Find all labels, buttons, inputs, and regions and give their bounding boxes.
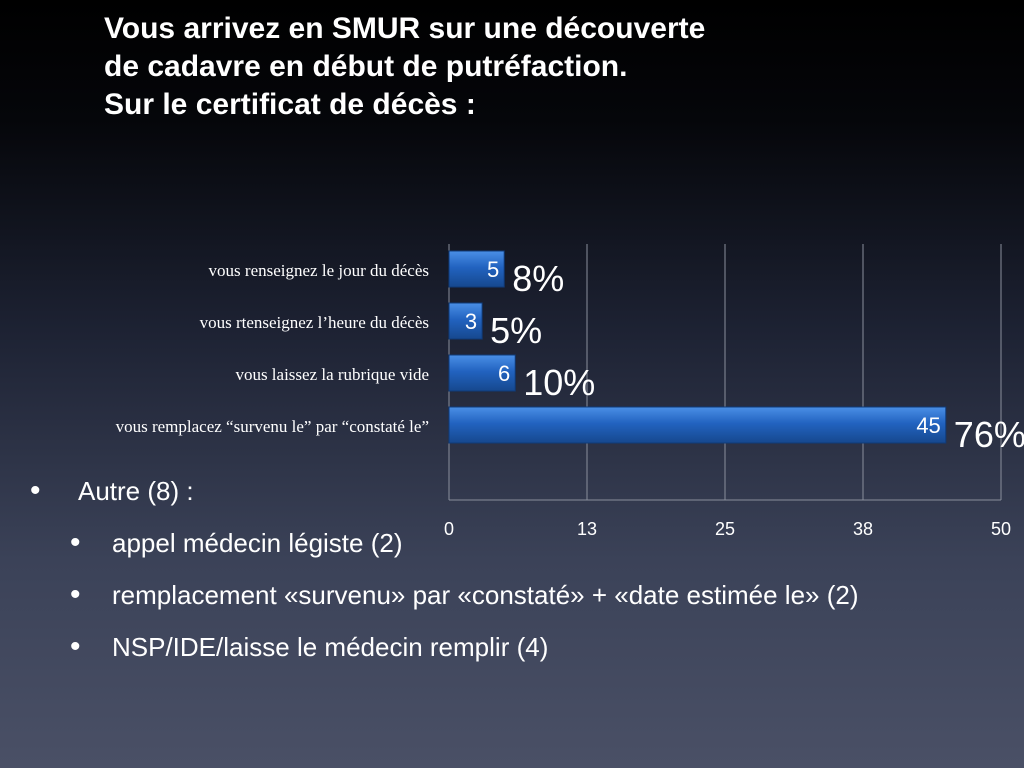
sub-bullet-item: • NSP/IDE/laisse le médecin remplir (4): [30, 628, 990, 666]
bar: [448, 302, 483, 340]
sub-bullet-list: • appel médecin légiste (2) • remplaceme…: [30, 524, 990, 666]
category-label: vous rtenseignez l’heure du décès: [200, 313, 429, 332]
x-tick-label: 25: [715, 519, 735, 539]
category-label: vous renseignez le jour du décès: [209, 261, 429, 280]
sub-bullet-item: • remplacement «survenu» par «constaté» …: [30, 576, 990, 614]
x-tick-label: 0: [444, 519, 454, 539]
bar-value-label: 5: [487, 257, 499, 282]
percent-label: 76%: [954, 414, 1024, 455]
sub-bullet-item: • appel médecin légiste (2): [30, 524, 990, 562]
bar: [448, 406, 947, 444]
x-tick-label: 13: [577, 519, 597, 539]
x-tick-label: 38: [853, 519, 873, 539]
sub-bullet-text: appel médecin légiste (2): [112, 528, 403, 558]
bullet-dot-icon: •: [70, 578, 81, 611]
category-label: vous laissez la rubrique vide: [235, 365, 429, 384]
slide-title: Vous arrivez en SMUR sur une découverte …: [104, 10, 964, 124]
bullet-item-other: • Autre (8) :: [30, 472, 990, 516]
title-line: Vous arrivez en SMUR sur une découverte: [104, 12, 706, 45]
bar-value-label: 45: [916, 413, 940, 438]
sub-bullet-text: remplacement «survenu» par «constaté» + …: [112, 580, 859, 610]
bar-chart: 0 13 25 38 50 5 vous renseignez le jour du déc…: [116, 244, 1024, 539]
bar-value-label: 6: [498, 361, 510, 386]
chart-labels: 0 13 25 38 50 5 vous renseignez le jour du déc…: [116, 257, 1024, 539]
bullet-text: Autre (8) :: [78, 476, 194, 506]
bullet-dot-icon: •: [70, 526, 81, 559]
percent-label: 10%: [523, 362, 595, 403]
chart-bars: [448, 250, 947, 444]
percent-label: 8%: [512, 258, 564, 299]
title-line: de cadavre en début de putréfaction.: [104, 50, 628, 83]
x-tick-label: 50: [991, 519, 1011, 539]
bar-value-label: 3: [465, 309, 477, 334]
bullet-list: • Autre (8) : • appel médecin légiste (2…: [30, 472, 990, 666]
percent-label: 5%: [490, 310, 542, 351]
category-label: vous remplacez “survenu le” par “constat…: [116, 417, 429, 436]
bar: [448, 354, 516, 392]
bullet-dot-icon: •: [30, 474, 41, 507]
title-line: Sur le certificat de décès :: [104, 88, 476, 121]
sub-bullet-text: NSP/IDE/laisse le médecin remplir (4): [112, 632, 549, 662]
sub-bullet-group: • appel médecin légiste (2) • remplaceme…: [30, 524, 990, 666]
bar: [448, 250, 505, 288]
bullet-dot-icon: •: [70, 630, 81, 663]
